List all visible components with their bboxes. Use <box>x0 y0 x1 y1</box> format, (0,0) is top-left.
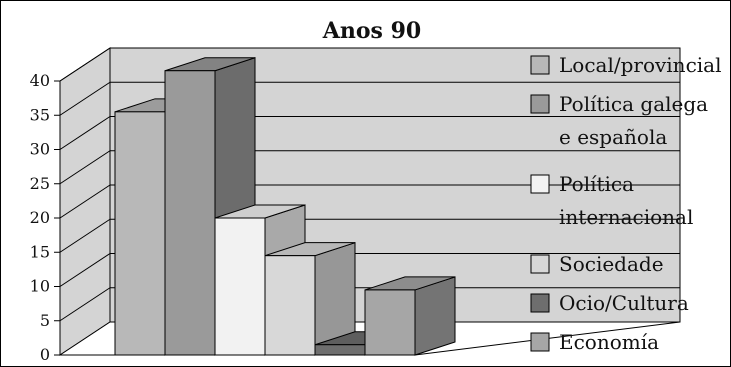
bar-front <box>264 255 316 356</box>
legend-label: Política galega <box>559 92 708 116</box>
legend-swatch <box>530 293 550 313</box>
y-tick-label: 20 <box>30 208 50 227</box>
legend-item: Ocio/Cultura <box>530 291 689 315</box>
legend-label: Sociedade <box>559 252 664 276</box>
legend-label: e española <box>559 125 667 149</box>
bar-4 <box>264 241 356 356</box>
legend-swatch <box>530 55 550 75</box>
legend-item: Sociedade <box>530 252 664 276</box>
bar-front <box>164 70 216 356</box>
bar-front <box>364 289 416 356</box>
y-tick-label: 40 <box>30 71 50 90</box>
gridline-side <box>59 116 111 150</box>
legend-label: Ocio/Cultura <box>559 291 689 315</box>
bar-front <box>214 217 266 356</box>
legend-swatch <box>530 174 550 194</box>
y-tick-label: 5 <box>40 311 50 330</box>
y-axis: 0 5 10 15 20 25 30 35 40 <box>30 71 61 364</box>
legend-label: Política <box>559 172 634 196</box>
gridline-side <box>59 150 111 185</box>
gridline-side <box>59 81 111 116</box>
legend-swatch <box>530 254 550 274</box>
legend: Local/provincial Política galega e español… <box>530 53 721 354</box>
gridline-side <box>59 218 111 253</box>
y-tick-label: 10 <box>30 277 50 296</box>
gridline-side <box>59 47 111 82</box>
legend-item: Política internacional <box>530 172 693 229</box>
legend-swatch <box>530 332 550 352</box>
bars-layer <box>114 57 456 356</box>
legend-label: internacional <box>559 205 693 229</box>
gridline-side <box>59 184 111 219</box>
bar-side <box>414 276 456 356</box>
legend-swatch <box>530 94 550 114</box>
legend-label: Economía <box>559 330 659 354</box>
bar-front <box>114 111 166 356</box>
legend-item: Política galega e española <box>530 92 708 149</box>
legend-label: Local/provincial <box>559 53 721 77</box>
bar-6 <box>364 276 456 356</box>
y-tick-label: 35 <box>30 105 50 124</box>
legend-item: Local/provincial <box>530 53 721 77</box>
legend-item: Economía <box>530 330 659 354</box>
y-tick-label: 15 <box>30 242 50 261</box>
gridline-side <box>59 253 111 287</box>
chart-title: Anos 90 <box>322 18 421 44</box>
y-tick-label: 0 <box>40 345 50 364</box>
y-tick-label: 30 <box>30 140 50 159</box>
gridline-side <box>59 287 111 322</box>
bar-front <box>314 344 366 356</box>
y-tick-label: 25 <box>30 174 50 193</box>
